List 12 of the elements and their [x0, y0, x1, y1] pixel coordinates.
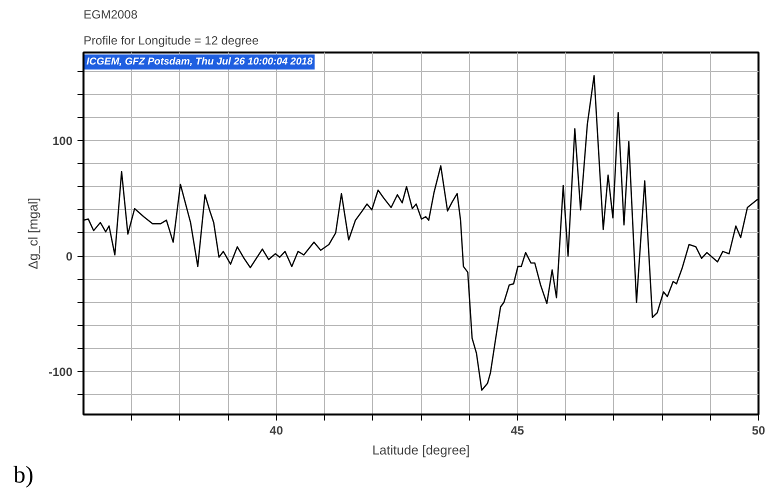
y-tick-label: -100	[48, 365, 73, 380]
annotation: ICGEM, GFZ Potsdam, Thu Jul 26 10:00:04 2018	[86, 56, 314, 68]
y-tick-label: 0	[66, 250, 73, 264]
chart-subtitle: Profile for Longitude = 12 degree	[84, 34, 259, 48]
text: b)	[14, 462, 34, 488]
x-tick-label: 45	[510, 424, 524, 438]
x-tick-label: 40	[270, 424, 284, 438]
x-axis-title: Latitude [degree]	[372, 442, 470, 458]
chart-title: EGM2008	[84, 8, 138, 22]
y-tick-label: 100	[52, 134, 73, 148]
y-axis-title: Δg_cl [mgal]	[25, 198, 40, 270]
x-tick-label: 50	[752, 424, 766, 438]
